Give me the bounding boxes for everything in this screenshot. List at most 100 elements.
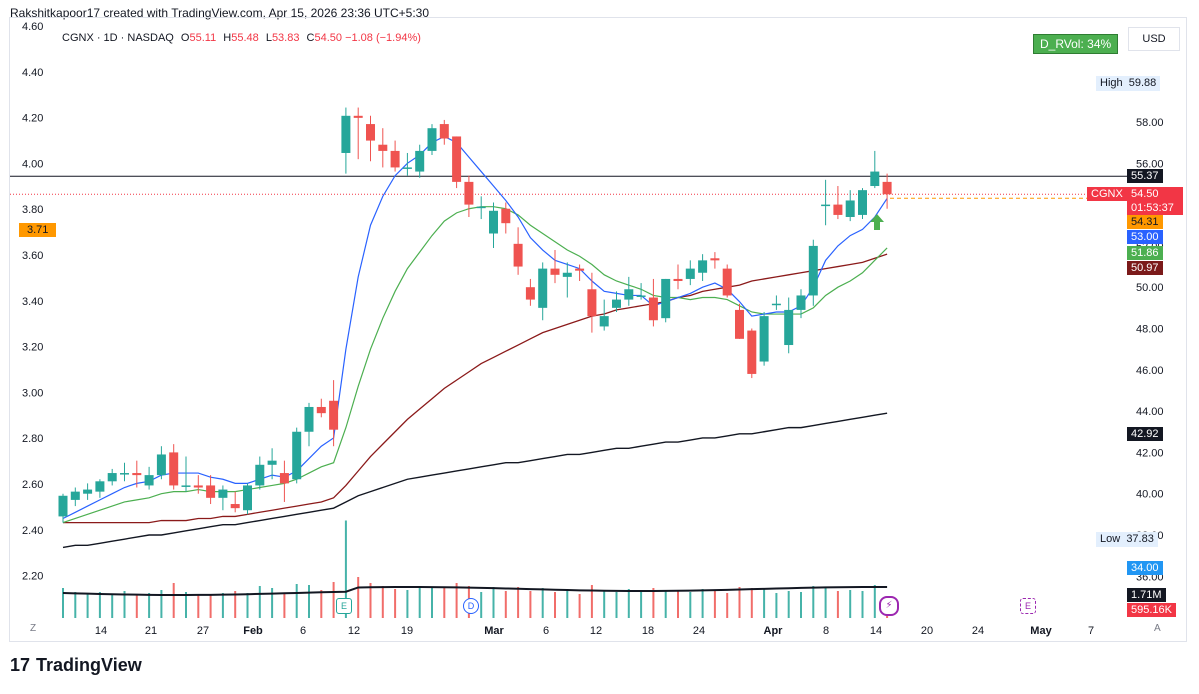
candle-body [83,489,93,494]
change-value: −1.08 (−1.94%) [345,32,421,44]
brand-name: TradingView [36,655,142,675]
volume-bar [258,586,261,618]
candle-body [206,485,216,498]
x-axis-tick: Feb [243,625,263,637]
volume-bar [861,591,864,618]
candle-body [255,464,265,486]
volume-bar [824,588,827,618]
close-label: C [306,32,315,44]
volume-bar [849,590,852,618]
auto-scale-button[interactable]: A [1154,623,1161,634]
right-axis-tick: 42.00 [1136,447,1164,459]
volume-bar [578,594,581,618]
volume-bar [615,592,618,618]
currency-button[interactable]: USD [1128,27,1180,51]
right-axis-tick: 50.00 [1136,282,1164,294]
rvol-badge: D_RVol: 34% [1033,34,1119,54]
candle-body [58,495,68,517]
upcoming-earnings-marker[interactable]: E [1020,598,1036,614]
ema-fast-tag: 54.31 [1127,215,1163,229]
candle-body [513,243,523,267]
candle-body [341,115,351,153]
tradingview-logo[interactable]: 17 TradingView [10,655,142,676]
candle-body [538,268,548,308]
candle-body [366,124,375,141]
candle-body [612,299,621,308]
candle-body [218,489,228,498]
candle-body [771,303,781,306]
volume-bar [812,586,815,618]
volume-bar [185,592,187,618]
candle-body [858,190,867,215]
candle-body [378,144,388,151]
candle-body [821,204,831,207]
candle-body [501,208,511,224]
candle-body [353,115,363,118]
chart-frame [9,17,1187,642]
low-label: Low [1100,533,1121,545]
candle-body [784,309,794,346]
volume-bar [406,590,409,618]
candle-body [648,297,658,321]
x-axis-tick: 12 [590,625,602,637]
volume-bar [381,586,384,618]
x-axis-tick: 19 [401,625,413,637]
volume-bar [357,577,360,618]
volume-last-tag: 595.16K [1127,603,1176,617]
left-axis-tick: 2.80 [22,433,43,445]
zoom-button[interactable]: Z [30,623,37,634]
candle-body [292,431,302,480]
low-label: L [265,32,272,44]
candle-body [759,316,769,362]
x-axis-tick: 14 [870,625,882,637]
volume-bar [234,591,237,618]
symbol-tag: CGNX [1087,187,1127,201]
candle-body [304,406,314,432]
candle-body [156,454,166,476]
right-axis-tick: 58.00 [1136,117,1164,129]
candle-body [476,206,486,209]
candle-body [845,200,855,217]
left-axis-tick: 2.60 [22,479,43,491]
candle-body [107,473,117,482]
volume-bar [443,588,446,618]
candle-body [132,473,142,476]
volume-bar [726,593,729,618]
dividend-marker[interactable]: D [463,598,479,614]
lightning-icon[interactable]: ⚡ [879,596,899,616]
volume-bar [246,593,249,618]
volume-bar [652,588,655,618]
left-axis-tick: 2.20 [22,571,43,583]
sma-line [63,253,888,524]
candle-body [661,278,671,319]
last-price-tag: 54.50 01:53:37 [1127,187,1183,215]
volume-bar [554,592,556,618]
volume-bar [775,593,778,618]
buy-signal-arrow-icon [870,214,884,230]
candle-body [833,204,843,215]
candle-body [279,473,289,484]
candle-body [169,452,179,486]
volume-bar [763,589,766,618]
candle-body [230,504,240,509]
countdown: 01:53:37 [1131,202,1174,214]
left-axis-tick: 4.40 [22,67,43,79]
earnings-marker[interactable]: E [336,598,352,614]
left-axis-tick: 2.40 [22,525,43,537]
volume-bar [800,592,802,618]
left-axis-tick: 3.80 [22,204,43,216]
volume-bar [640,592,643,618]
candle-body [882,181,892,195]
open-label: O [180,32,190,44]
candle-body [439,124,449,139]
volume-bar [689,592,692,618]
left-axis-tick: 3.20 [22,342,43,354]
symbol-label[interactable]: CGNX · 1D · NASDAQ [62,32,174,44]
candle-body [193,485,203,488]
volume-bar [344,520,347,618]
volume-ma-line [62,585,888,596]
candle-body [329,400,339,430]
volume-ma-tag: 1.71M [1127,588,1166,602]
volume-bar [431,587,433,618]
